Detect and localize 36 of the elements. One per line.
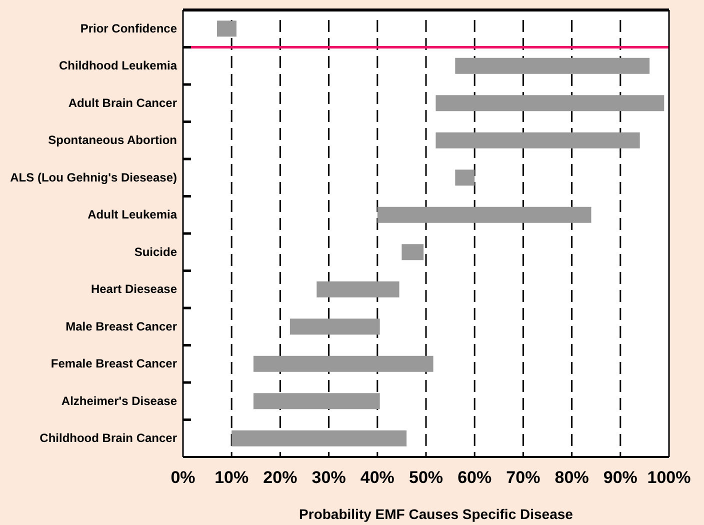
bar xyxy=(253,356,434,372)
y-tick-label: ALS (Lou Gehnig's Diesease) xyxy=(10,170,177,184)
y-tick-label: Adult Leukemia xyxy=(88,208,178,222)
bar xyxy=(436,132,640,148)
y-tick-label: Adult Brain Cancer xyxy=(68,96,178,110)
x-tick-label: 80% xyxy=(554,468,589,488)
x-tick-label: 90% xyxy=(603,468,638,488)
y-tick-label: Childhood Brain Cancer xyxy=(40,431,178,446)
x-tick-label: 10% xyxy=(214,468,249,488)
x-tick-label: 30% xyxy=(312,468,346,488)
y-tick-label: Suicide xyxy=(134,244,178,259)
y-tick-label: Childhood Leukemia xyxy=(58,58,178,73)
bar xyxy=(290,318,380,335)
bar xyxy=(402,244,424,260)
y-tick-label: Spontaneous Abortion xyxy=(48,133,177,148)
x-tick-label: 50% xyxy=(408,468,444,488)
bar xyxy=(377,206,592,223)
x-tick-label: 20% xyxy=(263,468,298,488)
x-axis-title: Probability EMF Causes Specific Disease xyxy=(299,506,574,522)
bar xyxy=(217,20,236,37)
bar xyxy=(232,430,407,446)
bar xyxy=(436,95,664,112)
x-tick-label: 0% xyxy=(170,468,196,488)
y-tick-label: Alzheimer's Disease xyxy=(61,394,178,408)
bar xyxy=(455,58,650,74)
y-tick-label: Male Breast Cancer xyxy=(66,319,178,334)
x-tick-label: 40% xyxy=(360,468,394,488)
bar xyxy=(253,393,380,410)
x-tick-label: 100% xyxy=(647,468,691,488)
y-tick-label: Heart Diesease xyxy=(90,282,178,296)
y-tick-label: Prior Confidence xyxy=(80,21,178,36)
bar xyxy=(316,281,400,298)
y-tick-label: Female Breast Cancer xyxy=(50,356,178,371)
x-tick-label: 70% xyxy=(506,468,540,488)
bar xyxy=(455,170,475,186)
x-tick-label: 60% xyxy=(458,468,492,488)
